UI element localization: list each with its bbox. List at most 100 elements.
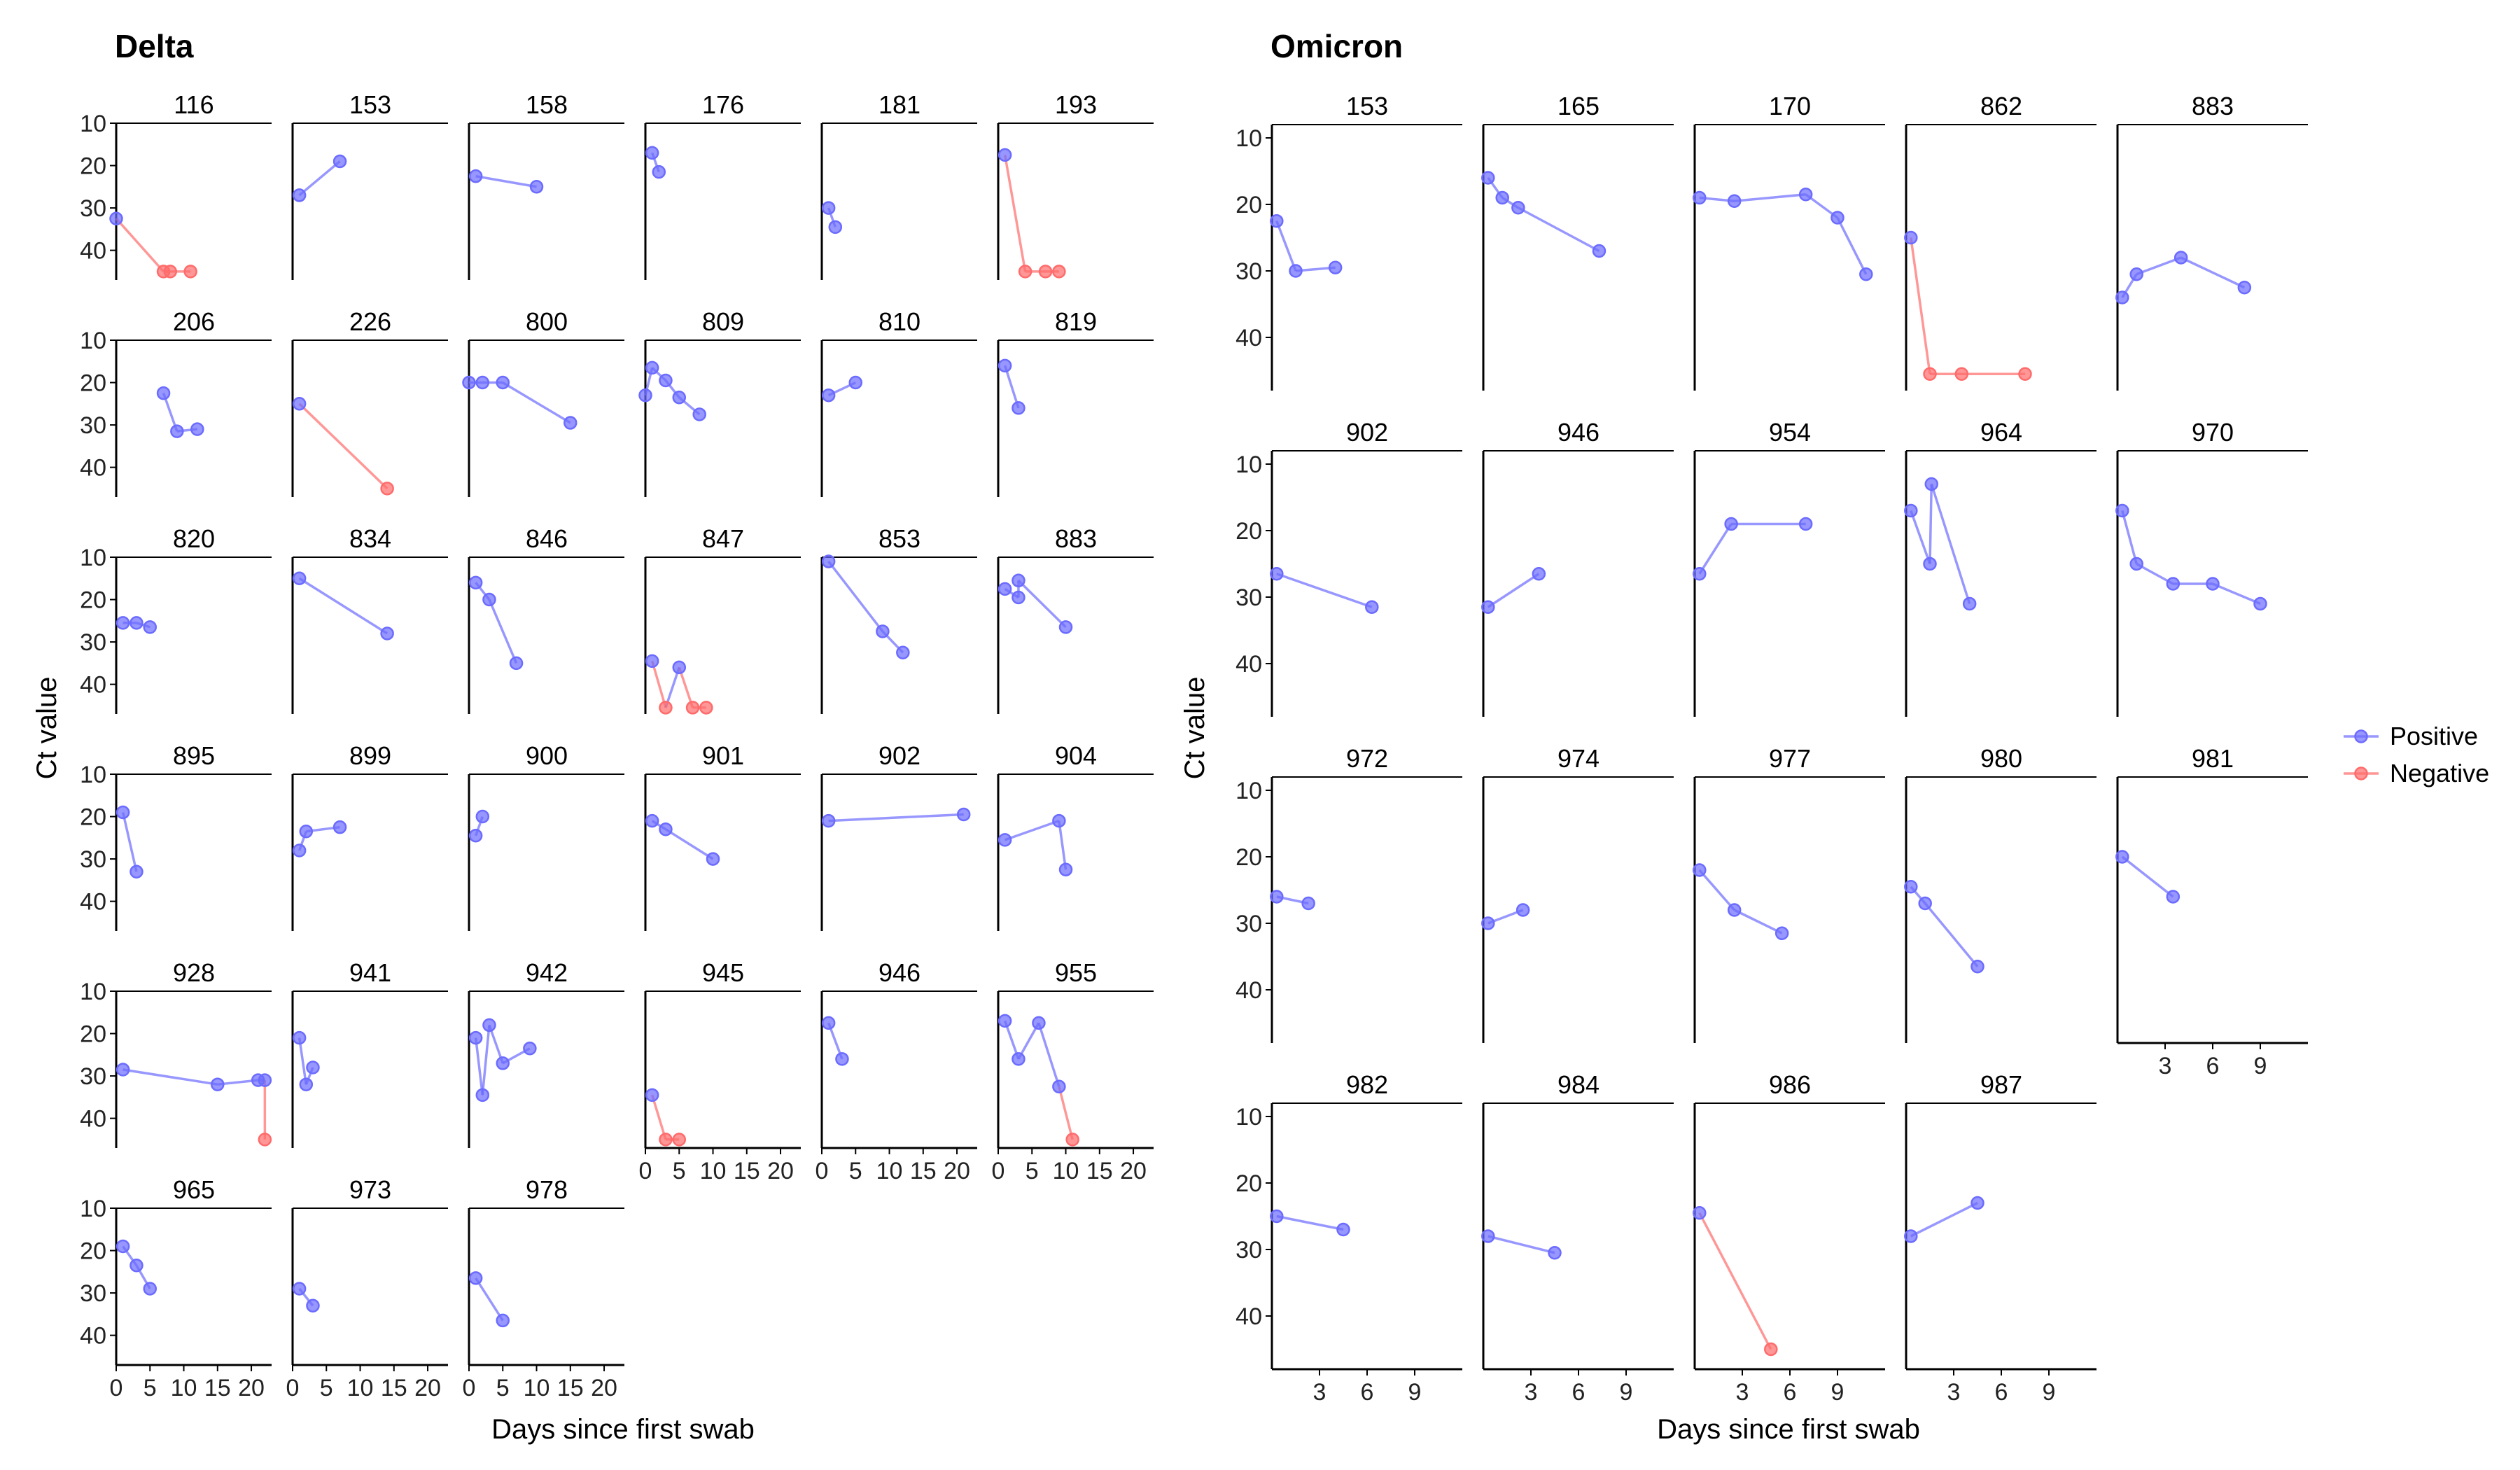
y-tick-label: 30 (80, 412, 106, 439)
y-tick-label: 10 (80, 111, 106, 137)
positive-point (1970, 960, 1984, 974)
positive-point (1495, 190, 1509, 205)
positive-point (2115, 850, 2129, 864)
positive-point (1481, 600, 1495, 614)
positive-point (1727, 194, 1742, 208)
facet-title: 986 (1769, 1070, 1811, 1099)
x-tick-label: 15 (1086, 1158, 1113, 1184)
series-line-segment (1017, 1022, 1040, 1060)
positive-point (1970, 1196, 1984, 1210)
facet-title: 946 (1558, 418, 1600, 447)
negative-point (258, 1133, 272, 1147)
series-line-segment (1037, 1022, 1060, 1087)
series-line-segment (121, 812, 138, 872)
positive-point (482, 592, 496, 607)
series-line-segment (2212, 582, 2261, 606)
negative-point (685, 701, 700, 715)
negative-point (659, 1133, 673, 1147)
positive-point (496, 1313, 510, 1328)
positive-point (1052, 1079, 1066, 1093)
negative-point (1954, 367, 1969, 381)
x-tick-label: 0 (286, 1375, 300, 1401)
positive-point (1289, 264, 1303, 278)
positive-point (896, 645, 910, 659)
positive-point (1727, 903, 1742, 917)
facet-title: 942 (526, 958, 568, 987)
series-line-segment (2136, 256, 2182, 276)
x-tick-label: 5 (144, 1375, 157, 1401)
positive-point (706, 852, 720, 866)
positive-point (1052, 813, 1066, 828)
x-tick-label: 3 (2159, 1053, 2172, 1079)
x-tick-label: 5 (320, 1375, 333, 1401)
x-tick-label: 6 (1995, 1379, 2008, 1406)
positive-point (475, 375, 490, 390)
positive-point (130, 1258, 144, 1273)
positive-point (2166, 577, 2180, 591)
positive-point (130, 864, 144, 878)
positive-point (1270, 214, 1284, 228)
facet-title: 981 (2192, 744, 2234, 773)
negative-point (380, 482, 394, 496)
series-line-segment (665, 828, 714, 860)
y-tick-label: 10 (80, 328, 106, 354)
positive-point (1724, 517, 1738, 531)
positive-point (876, 624, 890, 638)
series-line-segment (2121, 510, 2138, 564)
y-tick-label: 20 (80, 587, 106, 614)
facet-panel: 981 3 6 9 (2115, 744, 2308, 1079)
positive-point (1592, 244, 1606, 258)
facet-title: 901 (702, 741, 744, 770)
facet-title: 883 (2192, 92, 2234, 120)
x-tick-label: 3 (1736, 1379, 1749, 1406)
positive-point (564, 416, 578, 430)
legend-label: Positive (2390, 722, 2478, 750)
positive-point (211, 1077, 225, 1091)
x-tick-label: 15 (381, 1375, 407, 1401)
positive-point (109, 211, 123, 225)
negative-point (1018, 265, 1032, 279)
x-tick-label: 9 (1408, 1379, 1422, 1406)
x-tick-label: 10 (876, 1158, 903, 1184)
positive-point (529, 180, 544, 194)
positive-point (523, 1041, 537, 1056)
positive-point (821, 388, 836, 402)
facet-panel: 165 (1481, 92, 1674, 391)
positive-point (468, 575, 483, 590)
y-tick-label: 10 (80, 1196, 106, 1222)
y-tick-label: 30 (1236, 584, 1262, 611)
facet-title: 206 (173, 307, 215, 336)
facet-title: 928 (173, 958, 215, 987)
facet-panel: 986 3 6 9 (1693, 1070, 1885, 1406)
facet-title: 853 (878, 524, 920, 553)
facet-panel: 970 (2115, 418, 2308, 717)
x-tick-label: 0 (463, 1375, 476, 1401)
facet-panel: 902 (820, 741, 977, 931)
y-tick-label: 20 (80, 370, 106, 397)
facet-panel: 176 (644, 90, 801, 280)
series-line-segment (1928, 484, 1933, 564)
series-line-segment (1910, 510, 1931, 565)
positive-point (1058, 862, 1073, 876)
series-line-segment (1698, 523, 1732, 575)
positive-point (1830, 211, 1844, 225)
facet-panel: 862 (1904, 92, 2096, 391)
negative-point (163, 265, 177, 279)
facet-panel: 901 (644, 741, 801, 931)
positive-point (645, 1088, 659, 1102)
x-tick-label: 5 (1026, 1158, 1039, 1184)
positive-point (652, 164, 666, 179)
facet-panel: 978 0 5 10 15 20 (463, 1175, 624, 1401)
positive-point (1270, 890, 1284, 904)
positive-point (509, 656, 524, 671)
positive-point (299, 1077, 314, 1091)
facet-title: 904 (1055, 741, 1097, 770)
facet-panel: 982 10 20 30 40 3 6 9 (1236, 1070, 1462, 1406)
series-line-segment (1275, 220, 1297, 272)
x-tick-label: 9 (1831, 1379, 1844, 1406)
facet-title: 165 (1558, 92, 1600, 120)
x-tick-label: 6 (1361, 1379, 1374, 1406)
x-tick-label: 20 (944, 1158, 970, 1184)
positive-point (1011, 1052, 1026, 1066)
x-tick-label: 5 (849, 1158, 862, 1184)
